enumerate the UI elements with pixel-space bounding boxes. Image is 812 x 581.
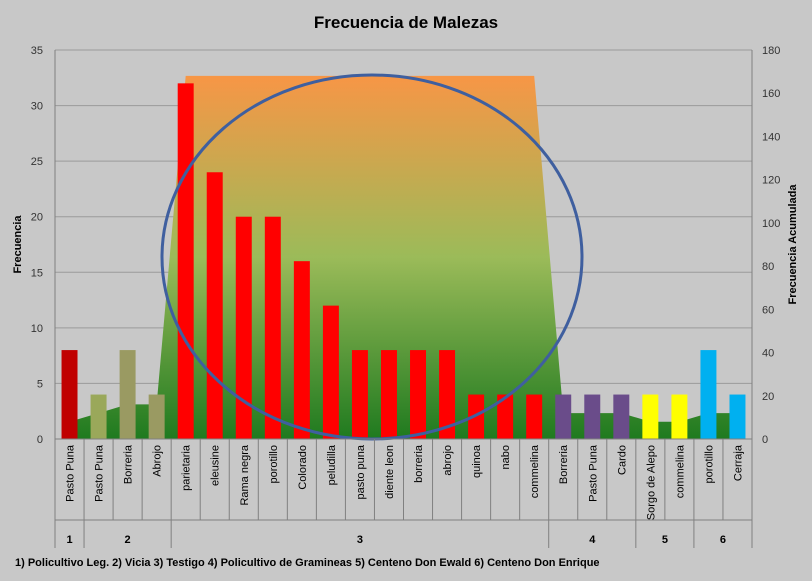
y2-tick-label: 20: [762, 391, 774, 403]
bar-24: [729, 394, 746, 439]
y-tick-label: 15: [31, 267, 43, 279]
y2-tick-label: 100: [762, 218, 780, 230]
y2-tick-label: 40: [762, 348, 774, 360]
y2-tick-label: 160: [762, 88, 780, 100]
bar-1: [61, 350, 78, 439]
category-label: Pasto Puna: [94, 444, 106, 502]
y-tick-label: 25: [31, 156, 43, 168]
category-label: Pasto Puna: [587, 444, 599, 502]
y-tick-label: 0: [37, 434, 43, 446]
y2-tick-label: 0: [762, 434, 768, 446]
y-tick-label: 30: [31, 101, 43, 113]
bar-20: [613, 394, 630, 439]
category-label: peludilla: [326, 444, 338, 485]
bar-6: [206, 172, 223, 439]
cumulative-area-series: [69, 75, 738, 439]
category-label: Pasto Puna: [65, 444, 77, 502]
group-label: 3: [357, 534, 363, 546]
category-label: Borreria: [123, 444, 135, 484]
bar-23: [700, 350, 717, 439]
axes: [54, 50, 753, 548]
y-tick-label: 20: [31, 212, 43, 224]
bars: [61, 73, 746, 441]
bar-11: [351, 350, 368, 439]
bar-16: [497, 394, 514, 439]
bar-19: [584, 394, 601, 439]
category-label: Rama negra: [239, 444, 251, 505]
y-tick-label: 5: [37, 378, 43, 390]
category-label: borreria: [413, 444, 425, 483]
group-label: 5: [662, 534, 668, 546]
bar-21: [642, 394, 659, 439]
y2-tick-label: 120: [762, 175, 780, 187]
group-label: 6: [720, 534, 726, 546]
category-label: parietaria: [181, 444, 193, 491]
category-label: diente leon: [384, 445, 396, 499]
bar-22: [671, 394, 688, 439]
group-label: 1: [66, 534, 72, 546]
y-axis-label: Frecuencia: [12, 215, 24, 274]
category-label: Cerraja: [732, 444, 744, 481]
chart-title: Frecuencia de Malezas: [314, 13, 498, 32]
y2-tick-label: 80: [762, 261, 774, 273]
category-label: Borreria: [558, 444, 570, 484]
category-label: nabo: [500, 445, 512, 469]
category-label: porotillo: [703, 445, 715, 484]
bar-4: [148, 394, 165, 439]
bar-9: [293, 261, 310, 439]
bar-13: [410, 350, 427, 439]
cumulative-area: [69, 75, 738, 439]
labels: Frecuencia de Malezas0510152025303502040…: [12, 13, 799, 569]
category-label: Cardo: [616, 445, 628, 475]
bar-8: [264, 216, 281, 439]
y-tick-label: 10: [31, 323, 43, 335]
category-label: abrojo: [442, 445, 454, 476]
category-label: Colorado: [297, 445, 309, 490]
group-label: 2: [125, 534, 131, 546]
bar-7: [235, 216, 252, 439]
bar-18: [555, 394, 572, 439]
category-label: porotillo: [268, 445, 280, 484]
bar-17: [526, 394, 543, 439]
y2-tick-label: 180: [762, 45, 780, 57]
category-label: Abrojo: [152, 445, 164, 477]
bar-12: [380, 350, 397, 439]
y-tick-label: 35: [31, 45, 43, 57]
bar-14: [439, 350, 456, 439]
category-label: quinoa: [471, 444, 483, 478]
y2-tick-label: 60: [762, 304, 774, 316]
bar-3: [119, 350, 136, 439]
y2-axis-label: Frecuencia Acumulada: [787, 184, 799, 305]
category-label: pasto puna: [355, 444, 367, 499]
category-label: commelina: [529, 444, 541, 498]
category-label: Sorgo de Alepo: [645, 445, 657, 520]
group-label: 4: [589, 534, 596, 546]
bar-2: [90, 394, 107, 439]
category-label: commelina: [674, 444, 686, 498]
bar-5: [177, 83, 194, 439]
bar-10: [322, 305, 339, 439]
y2-tick-label: 140: [762, 131, 780, 143]
category-label: eleusine: [210, 445, 222, 486]
group-legend-footnote: 1) Policultivo Leg. 2) Vicia 3) Testigo …: [15, 557, 600, 569]
